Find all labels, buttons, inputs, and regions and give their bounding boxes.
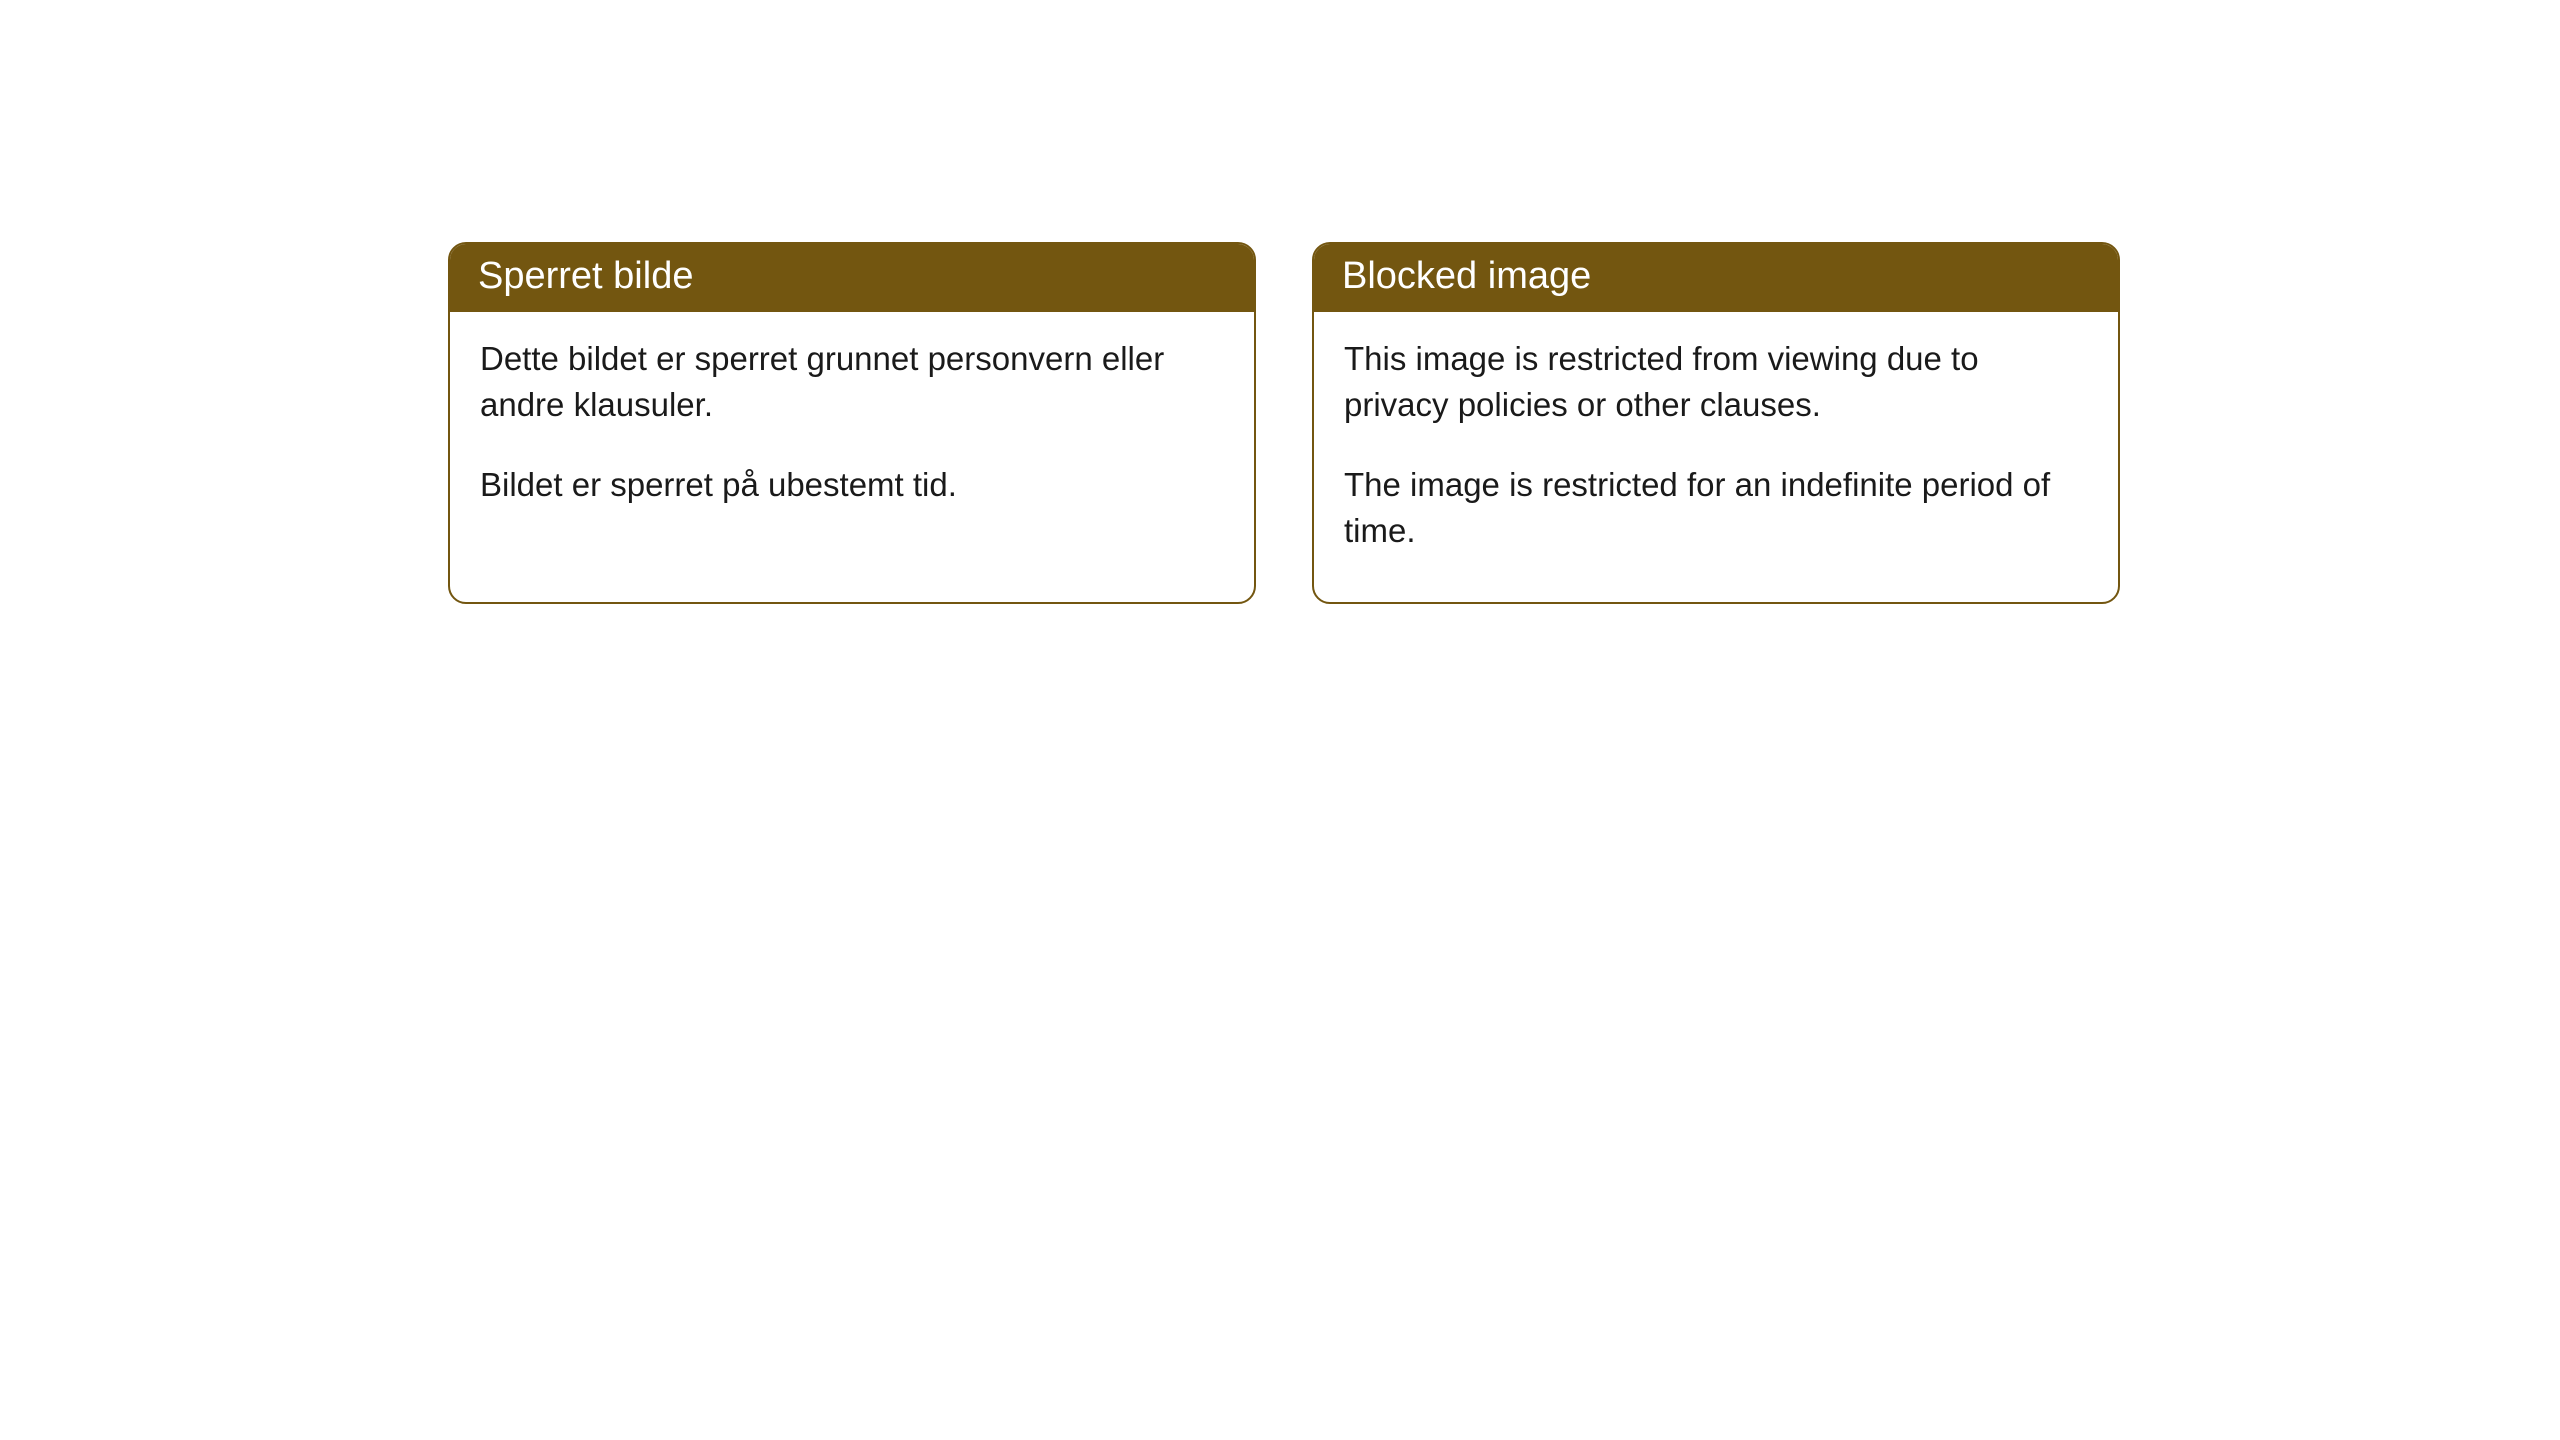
card-paragraph1-en: This image is restricted from viewing du…	[1344, 336, 2088, 428]
card-header-no: Sperret bilde	[450, 244, 1254, 312]
card-title-en: Blocked image	[1342, 255, 1591, 297]
card-header-en: Blocked image	[1314, 244, 2118, 312]
card-body-en: This image is restricted from viewing du…	[1314, 312, 2118, 603]
card-paragraph2-en: The image is restricted for an indefinit…	[1344, 462, 2088, 554]
card-body-no: Dette bildet er sperret grunnet personve…	[450, 312, 1254, 557]
card-title-no: Sperret bilde	[478, 255, 693, 297]
card-paragraph1-no: Dette bildet er sperret grunnet personve…	[480, 336, 1224, 428]
blocked-image-card-en: Blocked image This image is restricted f…	[1312, 242, 2120, 604]
card-paragraph2-no: Bildet er sperret på ubestemt tid.	[480, 462, 1224, 508]
blocked-image-card-no: Sperret bilde Dette bildet er sperret gr…	[448, 242, 1256, 604]
cards-container: Sperret bilde Dette bildet er sperret gr…	[0, 0, 2560, 604]
